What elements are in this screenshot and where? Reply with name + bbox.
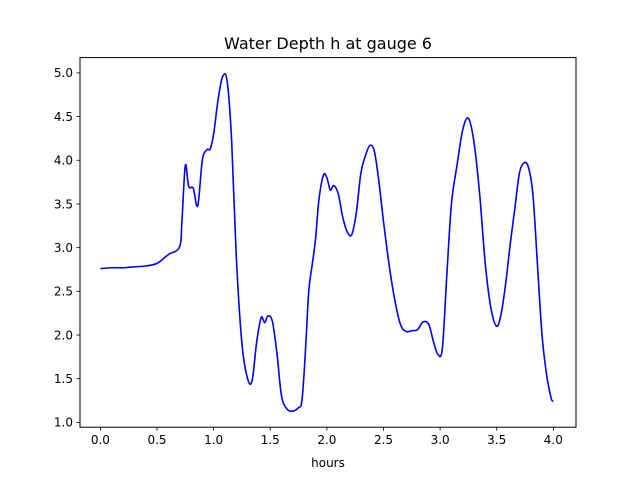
x-axis: 0.0 0.5 1.0 1.5 2.0 2.5 3.0 3.5 4.0 xyxy=(91,427,563,447)
y-tick-label: 2.0 xyxy=(54,328,73,342)
y-tick-label: 1.5 xyxy=(54,372,73,386)
x-tick-label: 3.5 xyxy=(487,433,506,447)
series-line xyxy=(100,72,555,413)
y-tick-label: 3.5 xyxy=(54,197,73,211)
x-tick-label: 1.5 xyxy=(261,433,280,447)
series-layer xyxy=(100,72,555,413)
x-tick-label: 0.0 xyxy=(91,433,110,447)
y-tick-label: 1.0 xyxy=(54,416,73,430)
x-tick-label: 4.0 xyxy=(544,433,563,447)
y-tick-label: 4.0 xyxy=(54,154,73,168)
x-axis-label: hours xyxy=(311,456,345,470)
y-tick-label: 2.5 xyxy=(54,285,73,299)
y-tick-label: 4.5 xyxy=(54,110,73,124)
y-tick-label: 5.0 xyxy=(54,66,73,80)
x-tick-label: 1.0 xyxy=(204,433,223,447)
plot-area xyxy=(79,57,577,428)
x-tick-label: 3.0 xyxy=(431,433,450,447)
x-tick-label: 2.5 xyxy=(374,433,393,447)
x-tick-label: 0.5 xyxy=(147,433,166,447)
x-tick-label: 2.0 xyxy=(317,433,336,447)
chart-title: Water Depth h at gauge 6 xyxy=(224,34,432,53)
y-axis: 1.0 1.5 2.0 2.5 3.0 3.5 4.0 4.5 5.0 xyxy=(54,66,80,430)
y-tick-label: 3.0 xyxy=(54,241,73,255)
